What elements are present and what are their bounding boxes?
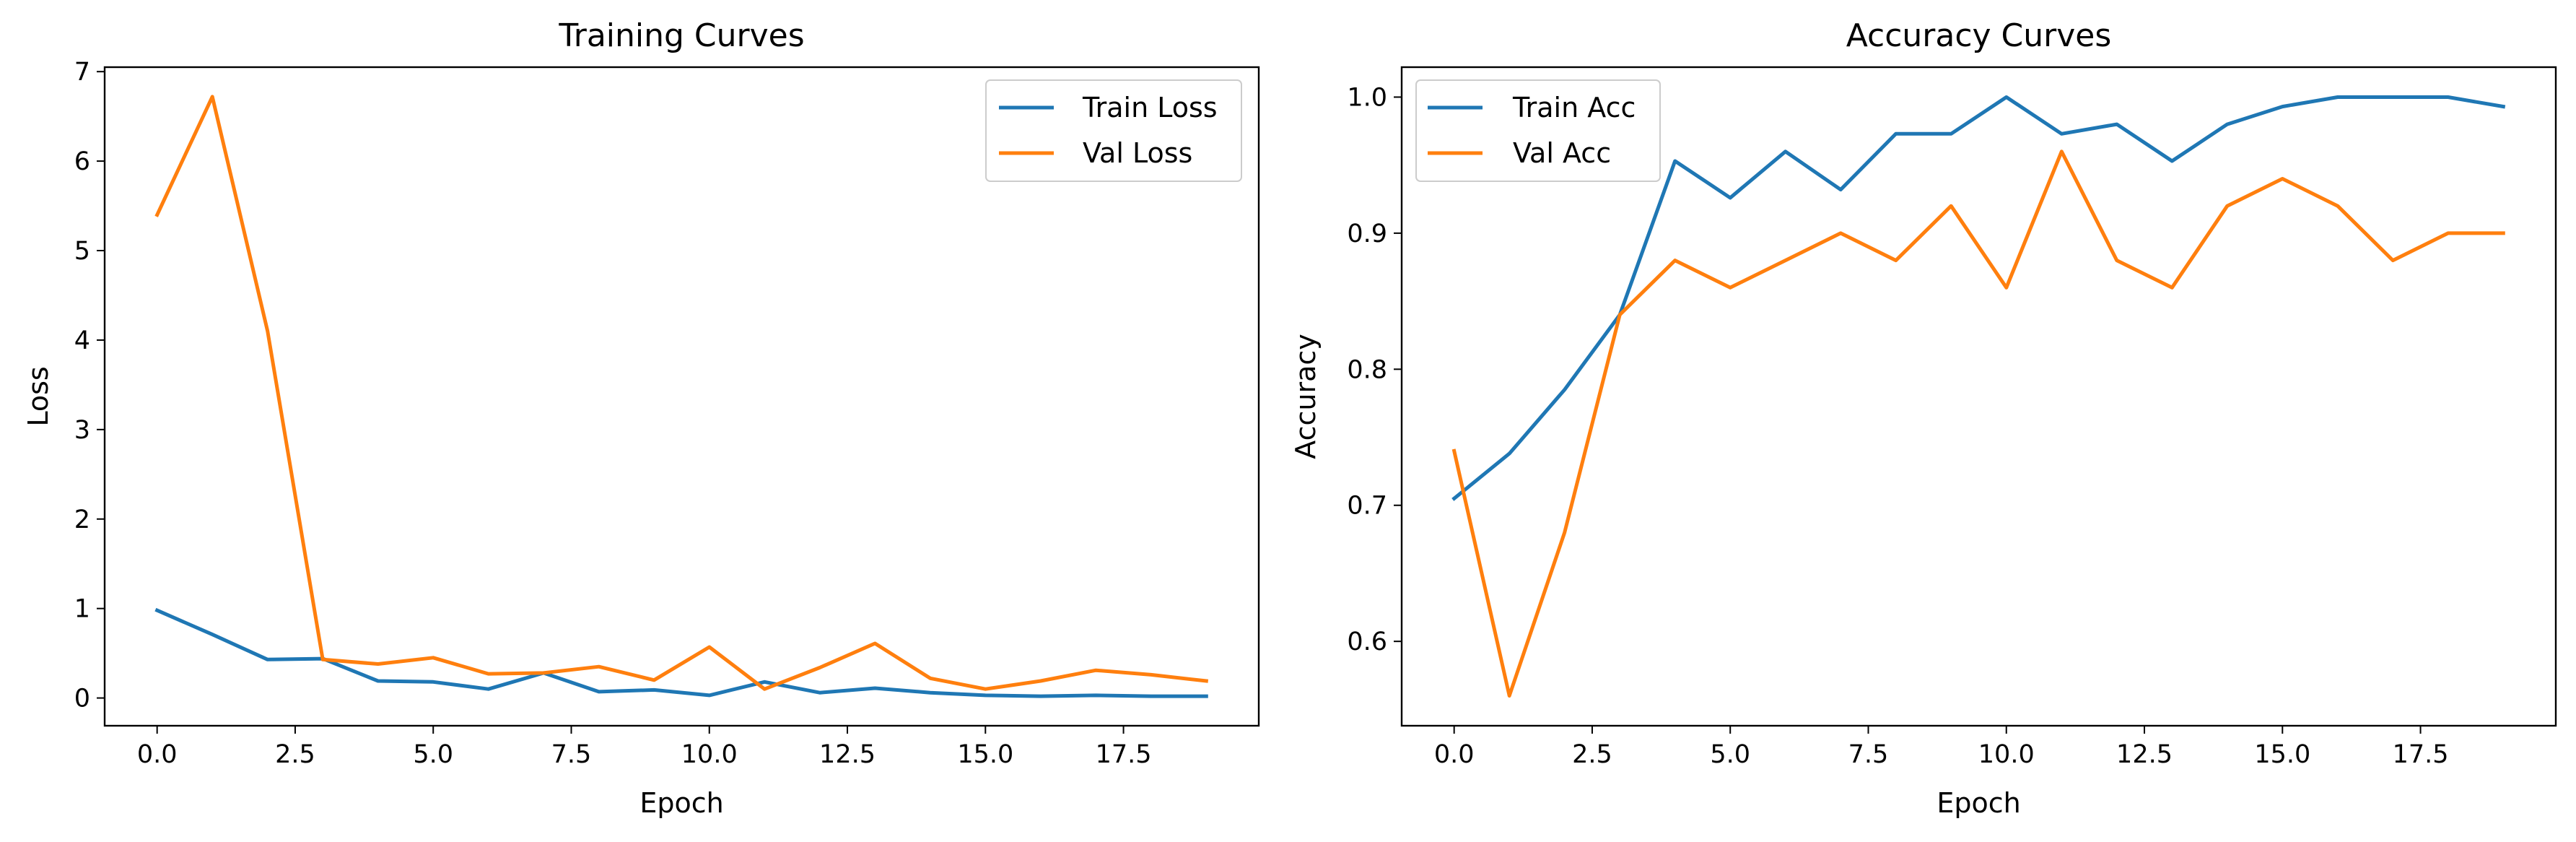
x-tick-label: 5.0 (413, 740, 453, 769)
legend-label-val-acc: Val Acc (1513, 137, 1611, 169)
training-curves-panel: Training Curves Epoch Loss 0.0 2.5 5.0 7.5 1… (22, 17, 1260, 819)
legend-label-val-loss: Val Loss (1083, 137, 1192, 169)
y-tick-label: 4 (74, 326, 90, 355)
x-tick-label: 17.5 (1096, 740, 1152, 769)
x-tick-label: 7.5 (551, 740, 592, 769)
y-tick-label: 1.0 (1347, 83, 1387, 112)
x-axis-label: Epoch (1937, 787, 2020, 819)
x-tick-label: 15.0 (957, 740, 1013, 769)
legend: Train Acc Val Acc (1415, 79, 1661, 182)
series-line-train-acc (1451, 95, 2506, 501)
y-tick-label: 0.6 (1347, 628, 1387, 656)
y-tick-label: 7 (74, 58, 90, 87)
series-lines (1451, 95, 2506, 698)
axis-ticks: 0.0 2.5 5.0 7.5 10.0 12.5 15.0 17.5 0 1 2 3 4 5 6 7 (74, 58, 1152, 769)
series-line-val-acc (1451, 149, 2505, 698)
x-tick-label: 15.0 (2254, 740, 2310, 769)
series-lines (154, 95, 1209, 698)
x-tick-label: 12.5 (2116, 740, 2173, 769)
legend-box (985, 79, 1242, 182)
chart-title: Accuracy Curves (1846, 17, 2112, 54)
chart-title: Training Curves (558, 17, 804, 54)
legend-label-train-acc: Train Acc (1512, 92, 1636, 123)
x-tick-label: 7.5 (1848, 740, 1889, 769)
y-tick-label: 0.9 (1347, 220, 1387, 248)
legend: Train Loss Val Loss (985, 79, 1242, 182)
y-tick-label: 6 (74, 147, 90, 176)
x-tick-label: 0.0 (1434, 740, 1475, 769)
y-tick-label: 0.7 (1347, 492, 1387, 521)
x-tick-label: 2.5 (275, 740, 315, 769)
series-line-train-loss (154, 607, 1208, 698)
y-tick-label: 0.8 (1347, 355, 1387, 384)
x-tick-label: 0.0 (137, 740, 178, 769)
x-tick-label: 17.5 (2393, 740, 2449, 769)
x-tick-label: 10.0 (681, 740, 738, 769)
legend-label-train-loss: Train Loss (1082, 92, 1218, 123)
legend-box (1415, 79, 1661, 182)
x-tick-label: 5.0 (1710, 740, 1750, 769)
y-tick-label: 5 (74, 237, 90, 266)
x-tick-label: 2.5 (1572, 740, 1612, 769)
y-axis-label: Accuracy (1290, 334, 1322, 459)
x-tick-label: 12.5 (819, 740, 876, 769)
y-tick-label: 0 (74, 685, 90, 713)
series-line-val-loss (154, 95, 1209, 691)
axis-ticks: 0.0 2.5 5.0 7.5 10.0 12.5 15.0 17.5 0.6 0.7 0.8 0.9… (1347, 83, 2448, 769)
accuracy-curves-panel: Accuracy Curves Epoch Accuracy 0.0 2.5 5.0… (1290, 17, 2557, 819)
y-tick-label: 3 (74, 416, 90, 445)
x-tick-label: 10.0 (1978, 740, 2035, 769)
x-axis-label: Epoch (639, 787, 723, 819)
y-tick-label: 1 (74, 595, 90, 624)
y-tick-label: 2 (74, 505, 90, 534)
y-axis-label: Loss (22, 366, 54, 426)
